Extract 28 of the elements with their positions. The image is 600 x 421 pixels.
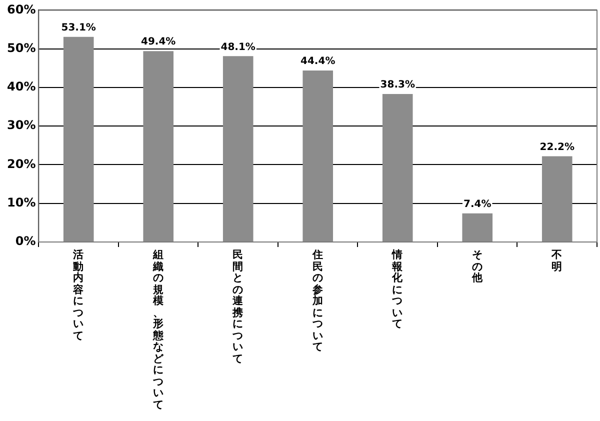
y-tick-label: 30% bbox=[6, 118, 36, 132]
x-tick-label: 活動内容について bbox=[72, 249, 86, 342]
x-tick-label: その他 bbox=[470, 249, 484, 284]
category-label: 住民の参加について bbox=[312, 249, 324, 353]
x-tick-label: 不明 bbox=[550, 249, 564, 273]
bar bbox=[302, 70, 334, 242]
bar bbox=[143, 51, 174, 242]
y-tick-label: 60% bbox=[6, 2, 36, 16]
data-label: 49.4% bbox=[141, 36, 176, 48]
y-tick-label: 0% bbox=[15, 234, 36, 248]
data-label: 7.4% bbox=[464, 199, 492, 210]
data-label: 48.1% bbox=[220, 42, 256, 53]
category-label: 民間との連携について bbox=[232, 249, 244, 364]
data-label: 53.1% bbox=[61, 22, 96, 34]
y-tick-label: 20% bbox=[6, 156, 36, 171]
data-label: 38.3% bbox=[380, 80, 415, 91]
y-tick-label: 10% bbox=[6, 195, 36, 210]
data-label: 44.4% bbox=[300, 56, 336, 68]
bar bbox=[542, 156, 572, 242]
bar bbox=[222, 56, 254, 242]
x-tick-label: 情報化について bbox=[390, 249, 404, 330]
bar bbox=[462, 213, 493, 242]
data-label: 22.2% bbox=[540, 142, 574, 153]
category-label: 組織の規模、形態などについて bbox=[152, 249, 164, 410]
bar bbox=[63, 36, 94, 242]
y-tick-label: 50% bbox=[6, 40, 36, 55]
y-tick-label: 40% bbox=[6, 80, 36, 94]
bar bbox=[382, 94, 413, 242]
